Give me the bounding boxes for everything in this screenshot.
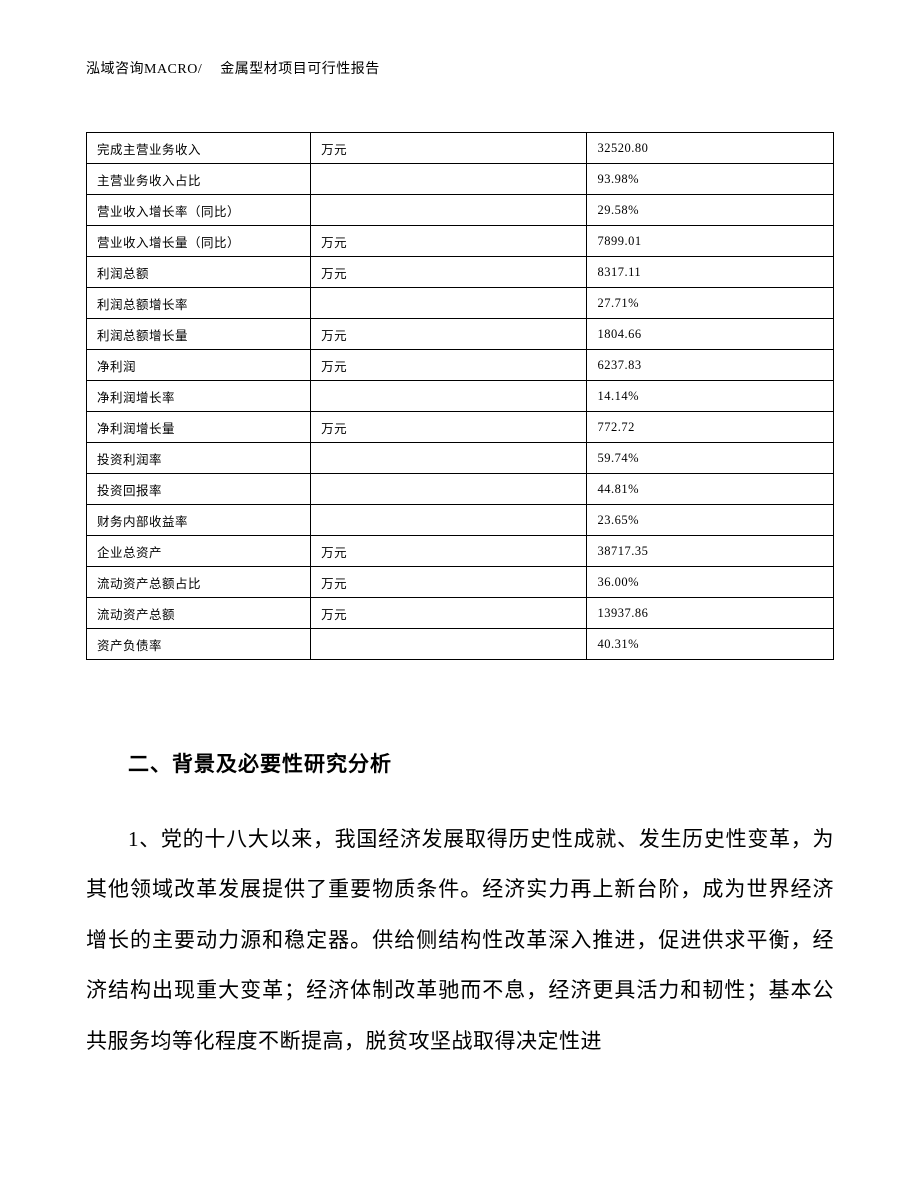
row-value: 23.65% <box>587 505 834 536</box>
table-row: 营业收入增长率（同比） 29.58% <box>87 195 834 226</box>
row-label: 流动资产总额占比 <box>87 567 311 598</box>
table-row: 利润总额万元8317.11 <box>87 257 834 288</box>
row-unit: 万元 <box>311 319 587 350</box>
row-unit <box>311 195 587 226</box>
table-row: 投资回报率 44.81% <box>87 474 834 505</box>
row-label: 企业总资产 <box>87 536 311 567</box>
row-unit: 万元 <box>311 350 587 381</box>
table-row: 营业收入增长量（同比）万元7899.01 <box>87 226 834 257</box>
row-unit: 万元 <box>311 567 587 598</box>
row-unit: 万元 <box>311 257 587 288</box>
row-value: 1804.66 <box>587 319 834 350</box>
row-value: 36.00% <box>587 567 834 598</box>
row-unit <box>311 381 587 412</box>
table-row: 财务内部收益率 23.65% <box>87 505 834 536</box>
row-label: 营业收入增长量（同比） <box>87 226 311 257</box>
row-label: 完成主营业务收入 <box>87 133 311 164</box>
paragraph-text: 1、党的十八大以来，我国经济发展取得历史性成就、发生历史性变革，为其他领域改革发… <box>86 827 834 1053</box>
row-label: 净利润增长量 <box>87 412 311 443</box>
table-row: 资产负债率 40.31% <box>87 629 834 660</box>
row-value: 29.58% <box>587 195 834 226</box>
row-label: 投资利润率 <box>87 443 311 474</box>
row-unit: 万元 <box>311 412 587 443</box>
table-row: 主营业务收入占比 93.98% <box>87 164 834 195</box>
row-value: 44.81% <box>587 474 834 505</box>
row-unit <box>311 288 587 319</box>
page-header: 泓域咨询MACRO/金属型材项目可行性报告 <box>86 58 834 78</box>
row-unit <box>311 474 587 505</box>
row-value: 59.74% <box>587 443 834 474</box>
table-row: 流动资产总额占比万元36.00% <box>87 567 834 598</box>
row-label: 利润总额增长量 <box>87 319 311 350</box>
table-row: 利润总额增长率 27.71% <box>87 288 834 319</box>
row-unit: 万元 <box>311 536 587 567</box>
row-unit <box>311 629 587 660</box>
row-value: 772.72 <box>587 412 834 443</box>
row-value: 32520.80 <box>587 133 834 164</box>
row-unit <box>311 505 587 536</box>
row-value: 93.98% <box>587 164 834 195</box>
row-unit: 万元 <box>311 133 587 164</box>
table-row: 流动资产总额万元13937.86 <box>87 598 834 629</box>
row-value: 38717.35 <box>587 536 834 567</box>
row-label: 净利润增长率 <box>87 381 311 412</box>
row-label: 利润总额增长率 <box>87 288 311 319</box>
section-heading: 二、背景及必要性研究分析 <box>86 748 834 778</box>
table-row: 完成主营业务收入万元32520.80 <box>87 133 834 164</box>
body-paragraph: 1、党的十八大以来，我国经济发展取得历史性成就、发生历史性变革，为其他领域改革发… <box>86 814 834 1066</box>
row-unit <box>311 164 587 195</box>
row-unit: 万元 <box>311 226 587 257</box>
row-value: 8317.11 <box>587 257 834 288</box>
row-unit: 万元 <box>311 598 587 629</box>
table-row: 净利润增长量万元772.72 <box>87 412 834 443</box>
row-label: 投资回报率 <box>87 474 311 505</box>
row-unit <box>311 443 587 474</box>
table-row: 净利润增长率 14.14% <box>87 381 834 412</box>
row-label: 营业收入增长率（同比） <box>87 195 311 226</box>
row-label: 净利润 <box>87 350 311 381</box>
table-body: 完成主营业务收入万元32520.80主营业务收入占比93.98%营业收入增长率（… <box>87 133 834 660</box>
table-row: 企业总资产万元38717.35 <box>87 536 834 567</box>
row-value: 14.14% <box>587 381 834 412</box>
row-label: 流动资产总额 <box>87 598 311 629</box>
header-title: 金属型材项目可行性报告 <box>220 62 380 77</box>
header-company: 泓域咨询MACRO/ <box>86 62 202 77</box>
row-value: 7899.01 <box>587 226 834 257</box>
row-value: 40.31% <box>587 629 834 660</box>
row-label: 主营业务收入占比 <box>87 164 311 195</box>
table-row: 利润总额增长量万元1804.66 <box>87 319 834 350</box>
row-value: 27.71% <box>587 288 834 319</box>
row-value: 6237.83 <box>587 350 834 381</box>
row-label: 财务内部收益率 <box>87 505 311 536</box>
row-label: 资产负债率 <box>87 629 311 660</box>
table-row: 净利润万元6237.83 <box>87 350 834 381</box>
row-label: 利润总额 <box>87 257 311 288</box>
financial-table: 完成主营业务收入万元32520.80主营业务收入占比93.98%营业收入增长率（… <box>86 132 834 660</box>
table-row: 投资利润率 59.74% <box>87 443 834 474</box>
row-value: 13937.86 <box>587 598 834 629</box>
